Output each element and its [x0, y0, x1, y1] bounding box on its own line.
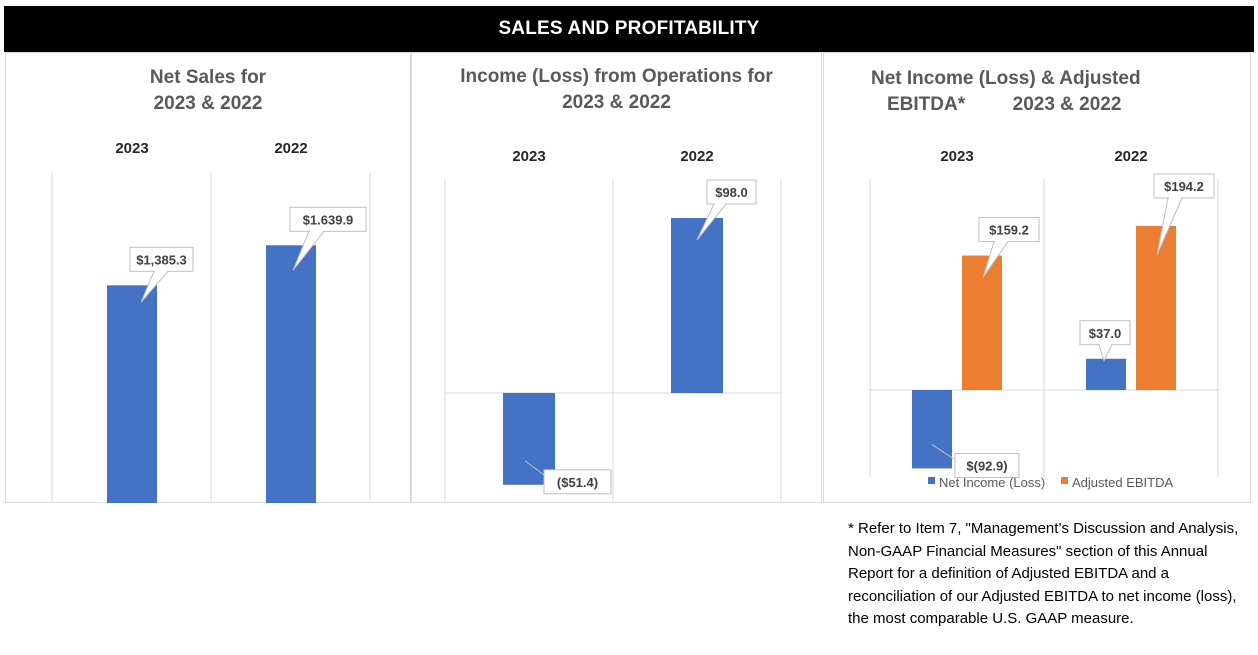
data-label: $(92.9) — [966, 458, 1007, 473]
chart-title: Net Sales for 2023 & 2022 — [6, 65, 410, 117]
data-label-pointer — [931, 444, 960, 463]
data-label-box — [978, 217, 1040, 243]
chart-title-line-1: Net Income (Loss) & Adjusted — [871, 68, 1141, 89]
bar-adjusted-ebitda-2022 — [1136, 226, 1176, 390]
data-label-box — [289, 206, 367, 232]
operations-income-chart: Income (Loss) from Operations for 2023 &… — [411, 52, 822, 503]
year-label: 2022 — [1114, 148, 1147, 165]
legend-swatch-net-income — [928, 477, 935, 484]
data-label: $1.639.9 — [303, 212, 354, 227]
chart-title-line-1: Income (Loss) from Operations for — [460, 66, 773, 87]
year-label: 2022 — [680, 148, 713, 165]
legend-label-adjusted-ebitda: Adjusted EBITDA — [1072, 475, 1173, 490]
bar-adjusted-ebitda-2023 — [962, 255, 1002, 390]
chart-title-line-2: EBITDA* 2023 & 2022 — [887, 94, 1122, 115]
data-label-box — [129, 246, 194, 272]
year-label: 2023 — [940, 148, 973, 165]
data-label: $159.2 — [989, 223, 1029, 238]
data-label: $37.0 — [1089, 326, 1122, 341]
legend-swatch-adjusted-ebitda — [1061, 477, 1068, 484]
data-label-pointer — [524, 460, 550, 480]
chart-title-line-2: 2023 & 2022 — [562, 92, 671, 113]
legend-label-net-income: Net Income (Loss) — [939, 475, 1045, 490]
data-label-box — [1153, 173, 1215, 199]
data-label: $98.0 — [715, 185, 748, 200]
net-sales-plot: 2023 2022 $1,385.3 $1.639.9 — [51, 140, 371, 503]
chart-title-line-1: Net Sales for — [149, 67, 267, 88]
bar-2022 — [671, 218, 723, 393]
data-label-box — [543, 469, 612, 495]
data-label-box — [706, 179, 757, 205]
data-label: $1,385.3 — [136, 252, 187, 267]
bar-net-income-2022 — [1086, 358, 1126, 390]
data-label-box — [1079, 320, 1131, 346]
net-sales-chart: Net Sales for 2023 & 2022 2023 2022 $1,385… — [5, 52, 411, 503]
chart-title: Income (Loss) from Operations for 2023 &… — [412, 64, 821, 116]
net-income-ebitda-plot: 2023 2022 $(92.9) $37.0 $159.2 $194.2 Net Inco… — [869, 148, 1219, 490]
data-label: $194.2 — [1164, 179, 1204, 194]
net-income-ebitda-chart: Net Income (Loss) & Adjusted EBITDA* 202… — [823, 52, 1251, 503]
header-title: SALES AND PROFITABILITY — [498, 18, 760, 39]
year-label: 2023 — [512, 148, 545, 165]
bar-net-income-2023 — [912, 390, 952, 469]
operations-income-plot: 2023 2022 ($51.4) $98.0 — [444, 148, 782, 503]
page-header: SALES AND PROFITABILITY — [4, 6, 1254, 52]
data-label-pointer — [1098, 344, 1113, 363]
bar-2022 — [266, 245, 316, 503]
chart-title-line-2: 2023 & 2022 — [153, 93, 263, 114]
chart-title: Net Income (Loss) & Adjusted EBITDA* 202… — [824, 66, 1250, 118]
bar-2023 — [107, 285, 157, 503]
year-label: 2022 — [274, 140, 307, 157]
year-label: 2023 — [115, 140, 148, 157]
data-label: ($51.4) — [557, 475, 598, 490]
data-label-box — [954, 452, 1020, 478]
footnote: * Refer to Item 7, "Management’s Discuss… — [848, 520, 1239, 627]
